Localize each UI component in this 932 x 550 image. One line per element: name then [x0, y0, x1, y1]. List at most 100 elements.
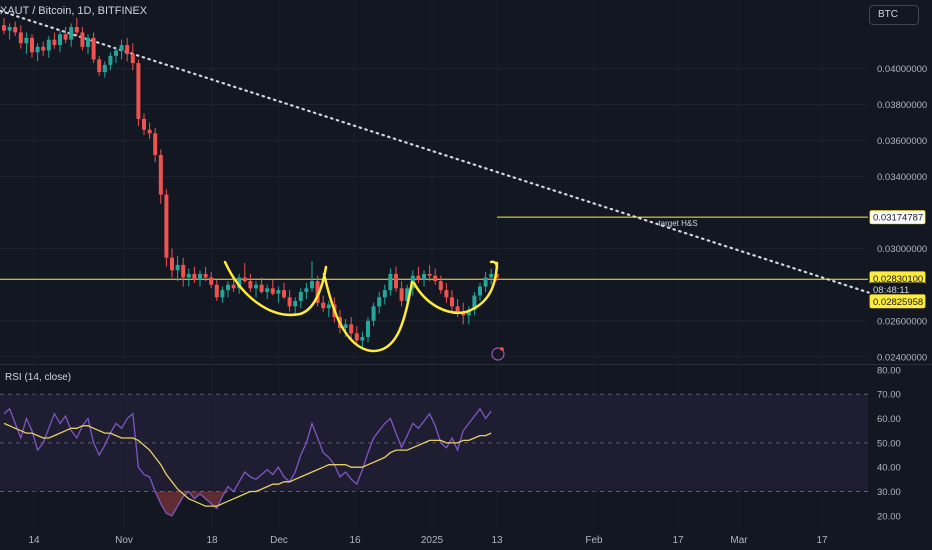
candle-body	[108, 55, 113, 65]
pattern-hook	[489, 260, 499, 270]
candle-body	[74, 27, 79, 33]
candle-body	[186, 273, 191, 278]
candle-body	[114, 50, 118, 56]
time-tick-label: Mar	[730, 535, 748, 546]
candle-body	[142, 118, 146, 130]
time-tick-label: 17	[816, 535, 828, 546]
candle-body	[394, 273, 398, 289]
candle-body	[433, 275, 438, 282]
candle-body	[2, 25, 6, 31]
candle-body	[450, 297, 454, 307]
target-annotation: target H&S	[658, 219, 697, 228]
candle-body	[170, 257, 174, 271]
candle-body	[164, 194, 169, 258]
candle-body	[13, 27, 18, 33]
candle-body	[377, 297, 382, 307]
candle-body	[35, 46, 40, 53]
candle-body	[259, 284, 264, 292]
candle-body	[321, 302, 326, 309]
candle-body	[158, 154, 163, 195]
candle-body	[254, 284, 258, 289]
flash-icon	[491, 347, 505, 361]
candle-body	[438, 281, 443, 291]
candle-body	[80, 32, 85, 47]
candle-body	[416, 275, 421, 280]
candle-body	[220, 290, 225, 298]
candle-body	[130, 54, 135, 64]
time-tick-label: Dec	[270, 535, 288, 546]
symbol-title: XAUT / Bitcoin, 1D, BITFINEX	[0, 5, 148, 17]
candle-body	[343, 324, 348, 328]
candle-body	[237, 277, 242, 289]
time-tick-label: 14	[28, 535, 40, 546]
candle-body	[231, 284, 236, 289]
candle-body	[226, 284, 230, 291]
currency-badge[interactable]: BTC	[869, 5, 919, 25]
candle-body	[366, 320, 370, 337]
candle-body	[371, 306, 376, 321]
time-tick-label: Feb	[585, 535, 603, 546]
candle-body	[24, 37, 29, 44]
candle-body	[7, 27, 12, 31]
candle-body	[153, 133, 158, 155]
rsi-tick-label: 40.00	[877, 463, 901, 474]
candle-body	[326, 304, 331, 309]
candle-body	[466, 309, 471, 316]
candle-body	[192, 273, 197, 280]
price-tick-label: 0.03400000	[877, 172, 927, 183]
rsi-tick-label: 50.00	[877, 438, 901, 449]
candle-body	[198, 273, 202, 280]
candle-body	[444, 290, 449, 298]
candle-body	[287, 297, 292, 307]
candle-body	[298, 291, 303, 301]
price-label-target: 0.03174787	[873, 213, 923, 224]
candle-body	[310, 281, 314, 289]
candle-body	[209, 277, 214, 285]
candle-body	[354, 333, 359, 341]
candle-body	[248, 281, 253, 289]
candle-body	[399, 288, 404, 301]
candle-body	[52, 39, 57, 46]
candle-body	[136, 63, 141, 119]
price-tick-label: 0.02400000	[877, 352, 927, 363]
candle-body	[119, 45, 124, 51]
candle-body	[175, 264, 180, 271]
candle-body	[97, 59, 102, 73]
descending-trendline	[0, 9, 874, 295]
right-shoulder-curve	[412, 261, 499, 315]
candle-body	[125, 45, 130, 55]
candle-body	[91, 37, 96, 60]
price-label-close: 0.02825958	[873, 297, 923, 308]
candle-body	[147, 129, 152, 134]
candle-body	[388, 273, 393, 291]
candle-body	[293, 300, 298, 307]
candle-body	[304, 288, 309, 292]
candle-body	[203, 273, 208, 278]
price-label-countdown: 08:48:11	[873, 285, 909, 296]
candle-body	[41, 46, 46, 51]
candle-body	[422, 273, 426, 280]
candle-body	[18, 32, 23, 44]
candle-body	[472, 295, 477, 310]
price-tick-label: 0.04000000	[877, 64, 927, 75]
candle-body	[46, 39, 51, 51]
head-curve	[322, 272, 414, 353]
candle-body	[455, 306, 460, 312]
time-tick-label: 13	[491, 535, 503, 546]
price-tick-label: 0.03000000	[877, 244, 927, 255]
time-tick-label: 16	[349, 535, 361, 546]
candle-body	[483, 277, 488, 287]
candle-body	[58, 34, 62, 46]
candle-body	[242, 277, 247, 282]
candle-body	[214, 284, 219, 298]
rsi-tick-label: 30.00	[877, 487, 901, 498]
candle-body	[382, 290, 387, 298]
time-tick-label: 18	[206, 535, 218, 546]
price-tick-label: 0.03600000	[877, 136, 927, 147]
candle-body	[489, 273, 494, 278]
rsi-line	[3, 407, 492, 517]
price-label-box	[869, 210, 926, 225]
candle-body	[63, 34, 68, 40]
rsi-ma-line	[3, 422, 492, 507]
